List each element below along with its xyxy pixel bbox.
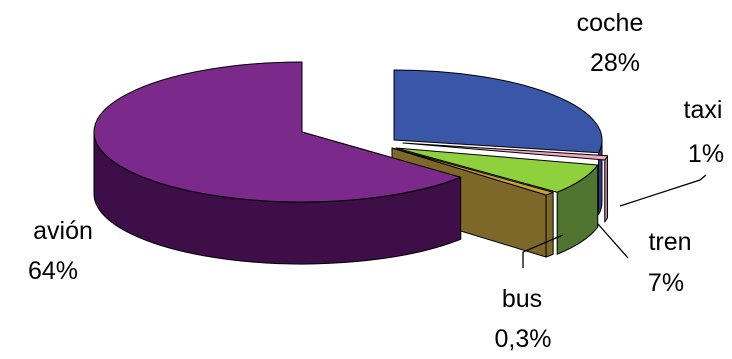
label-taxi-percent: 1% bbox=[688, 140, 724, 168]
leader-line-tren bbox=[597, 223, 629, 259]
label-avion-category: avión bbox=[33, 217, 93, 245]
label-coche-percent: 28% bbox=[590, 49, 640, 77]
pie-slice-coche bbox=[393, 69, 603, 154]
leader-line-bus bbox=[522, 234, 564, 268]
pie-top-faces bbox=[93, 61, 609, 203]
pie-slice-avion bbox=[93, 61, 462, 203]
label-tren-category: tren bbox=[648, 228, 691, 256]
pie-wall-bus bbox=[545, 191, 554, 258]
pie-slice-bus bbox=[391, 147, 554, 196]
pie-slice-tren bbox=[395, 147, 599, 193]
label-bus-category: bus bbox=[502, 285, 542, 313]
pie-wall-taxi bbox=[604, 155, 609, 223]
label-avion-percent: 64% bbox=[28, 257, 78, 285]
pie-slice-taxi bbox=[402, 142, 609, 161]
label-bus-percent: 0,3% bbox=[495, 325, 552, 353]
label-taxi-category: taxi bbox=[684, 96, 723, 124]
leader-line-taxi bbox=[619, 174, 707, 207]
label-tren-percent: 7% bbox=[648, 269, 684, 297]
label-coche-category: coche bbox=[577, 9, 644, 37]
